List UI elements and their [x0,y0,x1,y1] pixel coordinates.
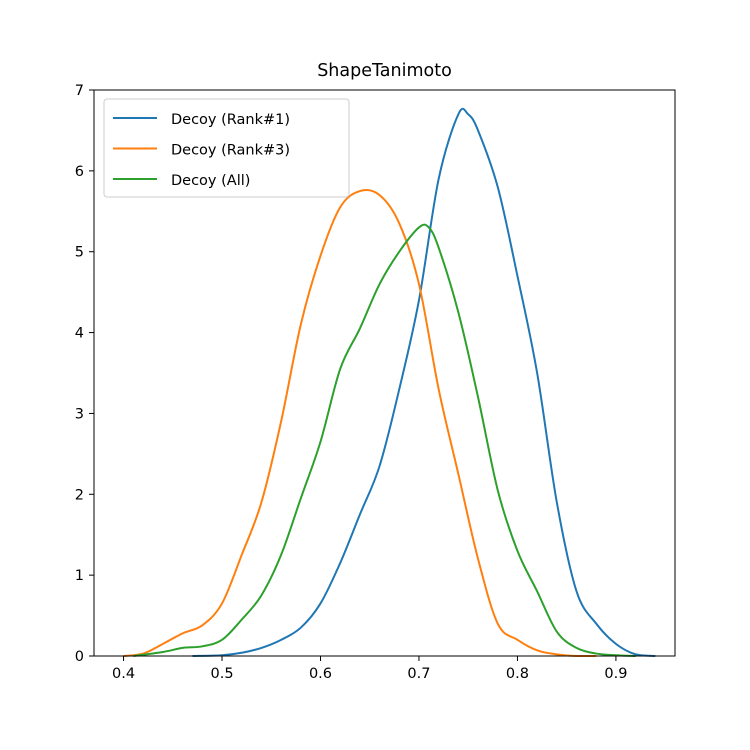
legend-box [103,98,350,198]
y-tick-label: 6 [75,164,84,180]
legend: Decoy (Rank#1) Decoy (Rank#3) Decoy (All) [103,98,350,198]
x-tick-label: 0.9 [604,666,627,682]
y-tick-label: 7 [75,83,84,99]
y-tick-label: 1 [75,568,84,584]
series-layer [123,107,656,657]
x-axis: 0.4 0.5 0.6 0.7 0.8 0.9 [112,656,627,682]
series-line-2 [123,189,597,657]
y-axis: 0 1 2 3 4 5 6 7 [75,83,94,665]
y-tick-label: 4 [75,326,84,342]
x-tick-label: 0.5 [210,666,233,682]
x-tick-label: 0.6 [309,666,332,682]
series-line-3 [133,223,636,657]
x-tick-label: 0.4 [112,666,135,682]
chart-title: ShapeTanimoto [317,61,452,81]
y-tick-label: 2 [75,487,84,503]
y-tick-label: 0 [75,649,84,665]
y-tick-label: 5 [75,245,84,261]
legend-label-1: Decoy (Rank#1) [171,112,290,128]
x-tick-label: 0.8 [506,666,529,682]
y-tick-label: 3 [75,406,84,422]
x-tick-label: 0.7 [407,666,430,682]
legend-label-3: Decoy (All) [171,173,250,189]
plot-frame [93,89,676,657]
series-line-1 [192,107,656,657]
legend-label-2: Decoy (Rank#3) [171,143,290,159]
